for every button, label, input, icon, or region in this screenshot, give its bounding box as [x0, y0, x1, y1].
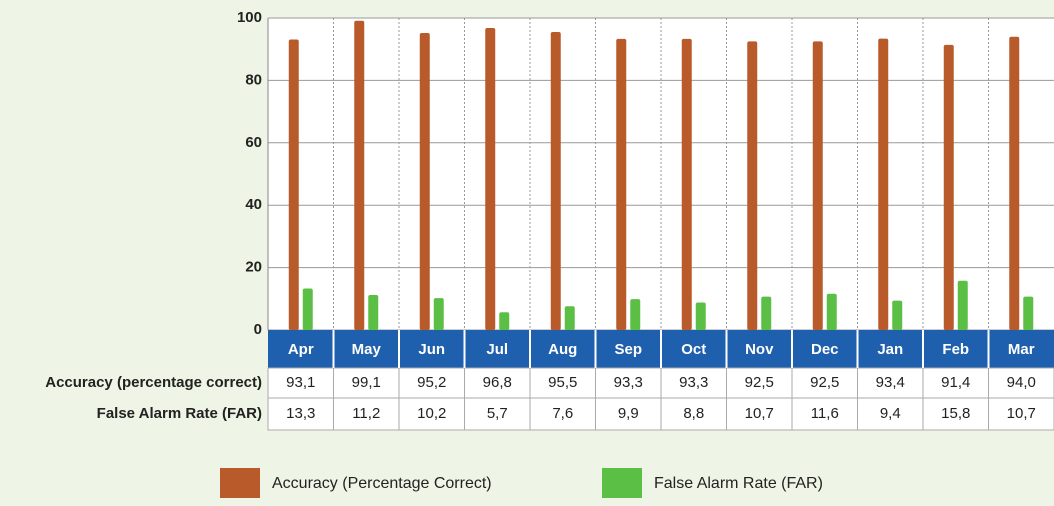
table-cell: 10,2 — [417, 405, 446, 422]
bar — [1023, 296, 1034, 330]
x-tick-label: Aug — [548, 341, 577, 358]
bar — [419, 32, 430, 330]
bar — [892, 300, 903, 330]
bar — [761, 296, 772, 330]
bar — [957, 280, 968, 330]
bar — [354, 20, 365, 330]
table-cell: 99,1 — [352, 374, 381, 391]
y-tick-label: 0 — [254, 321, 262, 338]
table-cell: 11,6 — [811, 405, 839, 422]
x-tick-label: Jul — [486, 341, 508, 358]
table-cell: 9,4 — [880, 405, 901, 422]
bar — [747, 41, 758, 331]
y-tick-label: 80 — [245, 71, 262, 88]
table-cell: 95,2 — [417, 374, 446, 391]
table-cell: 11,2 — [352, 405, 380, 422]
table-cell: 15,8 — [941, 405, 970, 422]
x-tick-label: Mar — [1008, 341, 1035, 358]
bar — [433, 298, 444, 330]
bar — [485, 27, 496, 330]
table-cell: 93,3 — [614, 374, 643, 391]
table-cell: 8,8 — [683, 405, 704, 422]
y-tick-label: 40 — [245, 196, 262, 213]
x-tick-label: Apr — [288, 341, 314, 358]
bar — [1009, 36, 1020, 330]
legend-swatch — [602, 468, 642, 498]
bar — [943, 44, 954, 330]
bar — [564, 306, 575, 330]
table-cell: 7,6 — [552, 405, 573, 422]
x-tick-label: Oct — [681, 341, 706, 358]
bar — [681, 38, 692, 331]
y-tick-label: 100 — [237, 9, 262, 26]
table-cell: 95,5 — [548, 374, 577, 391]
x-tick-label: May — [352, 341, 382, 358]
table-cell: 13,3 — [286, 405, 315, 422]
table-cell: 91,4 — [941, 374, 970, 391]
x-tick-label: Jun — [418, 341, 445, 358]
x-tick-label: Dec — [811, 341, 839, 358]
table-cell: 92,5 — [745, 374, 774, 391]
legend-label: False Alarm Rate (FAR) — [654, 475, 823, 492]
bar — [302, 288, 313, 330]
x-tick-label: Sep — [614, 341, 642, 358]
bar — [878, 38, 889, 330]
table-cell: 5,7 — [487, 405, 508, 422]
bar — [630, 299, 641, 330]
table-cell: 92,5 — [810, 374, 839, 391]
bar — [616, 38, 627, 331]
table-cell: 93,1 — [286, 374, 315, 391]
table-cell: 94,0 — [1007, 374, 1036, 391]
bar — [695, 302, 706, 330]
row-label: Accuracy (percentage correct) — [45, 374, 262, 391]
y-tick-label: 20 — [245, 259, 262, 276]
legend-label: Accuracy (Percentage Correct) — [272, 475, 492, 492]
legend-swatch — [220, 468, 260, 498]
x-tick-label: Nov — [745, 341, 774, 358]
table-cell: 10,7 — [1007, 405, 1036, 422]
x-tick-label: Feb — [942, 341, 969, 358]
bar — [288, 39, 299, 330]
bar — [826, 293, 837, 330]
bar — [368, 295, 379, 330]
x-tick-label: Jan — [877, 341, 903, 358]
bar — [550, 32, 561, 330]
table-cell: 10,7 — [745, 405, 774, 422]
table-cell: 93,3 — [679, 374, 708, 391]
bar — [499, 312, 510, 330]
row-label: False Alarm Rate (FAR) — [97, 405, 262, 422]
table-cell: 9,9 — [618, 405, 639, 422]
table-cell: 96,8 — [483, 374, 512, 391]
table-cell: 93,4 — [876, 374, 905, 391]
bar — [812, 41, 823, 331]
y-tick-label: 60 — [245, 134, 262, 151]
